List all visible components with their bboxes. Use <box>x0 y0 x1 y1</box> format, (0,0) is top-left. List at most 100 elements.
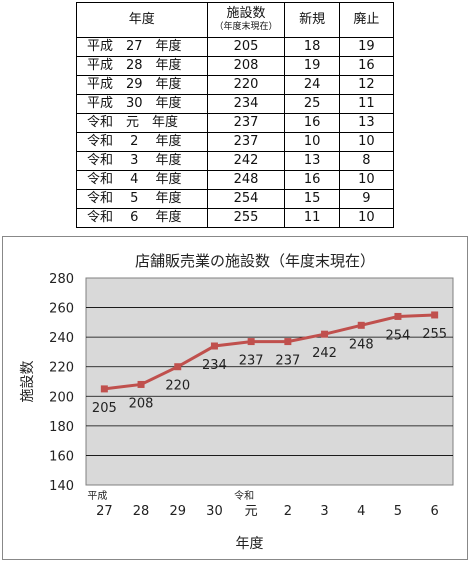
cell-new: 16 <box>284 113 340 133</box>
data-label: 254 <box>386 328 411 343</box>
y-tick-label: 140 <box>49 479 74 494</box>
data-point <box>174 363 182 371</box>
cell-new: 18 <box>284 37 340 57</box>
cell-year: 令和 4 年度 <box>76 170 208 190</box>
x-tick-label: 元 <box>245 504 258 519</box>
cell-facilities: 234 <box>206 94 286 114</box>
data-label: 237 <box>275 354 300 369</box>
y-tick-label: 180 <box>49 420 74 435</box>
series-line <box>104 313 435 391</box>
data-label: 234 <box>202 358 227 373</box>
table-row: 令和 4 年度 248 16 10 <box>76 170 395 190</box>
y-axis-label: 施設数 <box>20 361 36 403</box>
cell-facilities: 220 <box>206 75 286 95</box>
cell-new: 25 <box>284 94 340 114</box>
x-tick-label: 29 <box>169 504 186 519</box>
cell-facilities: 208 <box>206 56 286 76</box>
cell-facilities: 237 <box>206 132 286 152</box>
header-year: 年度 <box>76 2 208 38</box>
cell-abolished: 16 <box>338 56 395 76</box>
cell-facilities: 237 <box>206 113 286 133</box>
cell-abolished: 9 <box>338 189 395 209</box>
data-point <box>137 380 145 388</box>
cell-facilities: 248 <box>206 170 286 190</box>
cell-year: 令和 元 年度 <box>76 113 208 133</box>
data-label: 208 <box>129 396 154 411</box>
table-row: 令和 2 年度 237 10 10 <box>76 132 395 152</box>
y-tick-label: 220 <box>49 361 74 376</box>
cell-new: 15 <box>284 189 340 209</box>
data-point <box>100 385 108 393</box>
cell-new: 11 <box>284 208 340 228</box>
era-label: 平成 <box>87 490 107 502</box>
table-row: 平成 28 年度 208 19 16 <box>76 56 395 76</box>
data-point <box>247 338 255 346</box>
cell-year: 令和 6 年度 <box>76 208 208 228</box>
x-axis-label: 年度 <box>236 536 264 552</box>
cell-abolished: 19 <box>338 37 395 57</box>
cell-year: 平成 29 年度 <box>76 75 208 95</box>
data-point <box>284 338 292 346</box>
data-label: 237 <box>239 354 264 369</box>
header-facilities-sub: （年度末現在） <box>214 21 278 32</box>
era-label: 令和 <box>234 489 254 502</box>
y-tick-label: 200 <box>49 390 74 405</box>
cell-year: 令和 2 年度 <box>76 132 208 152</box>
table-row: 令和 6 年度 255 11 10 <box>76 208 395 228</box>
data-label: 205 <box>92 401 117 416</box>
x-tick-label: 2 <box>284 504 292 519</box>
table-row: 令和 3 年度 242 13 8 <box>76 151 395 171</box>
data-label: 248 <box>349 337 374 352</box>
data-point <box>210 342 218 350</box>
cell-year: 平成 27 年度 <box>76 37 208 57</box>
header-new: 新規 <box>284 2 340 38</box>
table-row: 平成 29 年度 220 24 12 <box>76 75 395 95</box>
cell-facilities: 254 <box>206 189 286 209</box>
x-tick-label: 30 <box>206 504 223 519</box>
y-tick-label: 280 <box>49 272 74 287</box>
header-facilities: 施設数 （年度末現在） <box>206 2 286 38</box>
cell-abolished: 10 <box>338 170 395 190</box>
header-facilities-label: 施設数 <box>226 5 266 21</box>
chart-title: 店舗販売業の施設数（年度末現在） <box>135 252 375 270</box>
data-label: 242 <box>312 346 337 361</box>
cell-year: 平成 28 年度 <box>76 56 208 76</box>
y-tick-label: 160 <box>49 449 74 464</box>
data-point <box>357 321 365 329</box>
cell-new: 13 <box>284 151 340 171</box>
cell-abolished: 10 <box>338 132 395 152</box>
cell-year: 平成 30 年度 <box>76 94 208 114</box>
cell-abolished: 8 <box>338 151 395 171</box>
cell-year: 令和 5 年度 <box>76 189 208 209</box>
cell-new: 19 <box>284 56 340 76</box>
cell-facilities: 205 <box>206 37 286 57</box>
cell-abolished: 13 <box>338 113 395 133</box>
data-point <box>431 311 439 319</box>
cell-new: 10 <box>284 132 340 152</box>
y-tick-label: 240 <box>49 331 74 346</box>
facility-table-container: 年度 施設数 （年度末現在） 新規 廃止 平成 27 年度 205 18 19 平成 2… <box>76 2 395 228</box>
data-label: 220 <box>165 379 190 394</box>
cell-abolished: 11 <box>338 94 395 114</box>
x-tick-label: 4 <box>357 504 365 519</box>
data-point <box>394 312 402 320</box>
table-header-row: 年度 施設数 （年度末現在） 新規 廃止 <box>76 2 395 38</box>
x-tick-label: 27 <box>96 504 113 519</box>
header-abolished: 廃止 <box>338 2 395 38</box>
cell-facilities: 255 <box>206 208 286 228</box>
table-row: 平成 30 年度 234 25 11 <box>76 94 395 114</box>
cell-abolished: 12 <box>338 75 395 95</box>
cell-new: 16 <box>284 170 340 190</box>
x-tick-label: 6 <box>431 504 439 519</box>
cell-facilities: 242 <box>206 151 286 171</box>
y-tick-label: 260 <box>49 302 74 317</box>
data-label: 255 <box>422 327 447 342</box>
facility-table: 年度 施設数 （年度末現在） 新規 廃止 平成 27 年度 205 18 19 平成 2… <box>76 2 395 228</box>
table-row: 令和 元 年度 237 16 13 <box>76 113 395 133</box>
cell-abolished: 10 <box>338 208 395 228</box>
cell-year: 令和 3 年度 <box>76 151 208 171</box>
x-tick-label: 5 <box>394 504 402 519</box>
data-point <box>321 330 329 338</box>
x-tick-label: 3 <box>320 504 328 519</box>
